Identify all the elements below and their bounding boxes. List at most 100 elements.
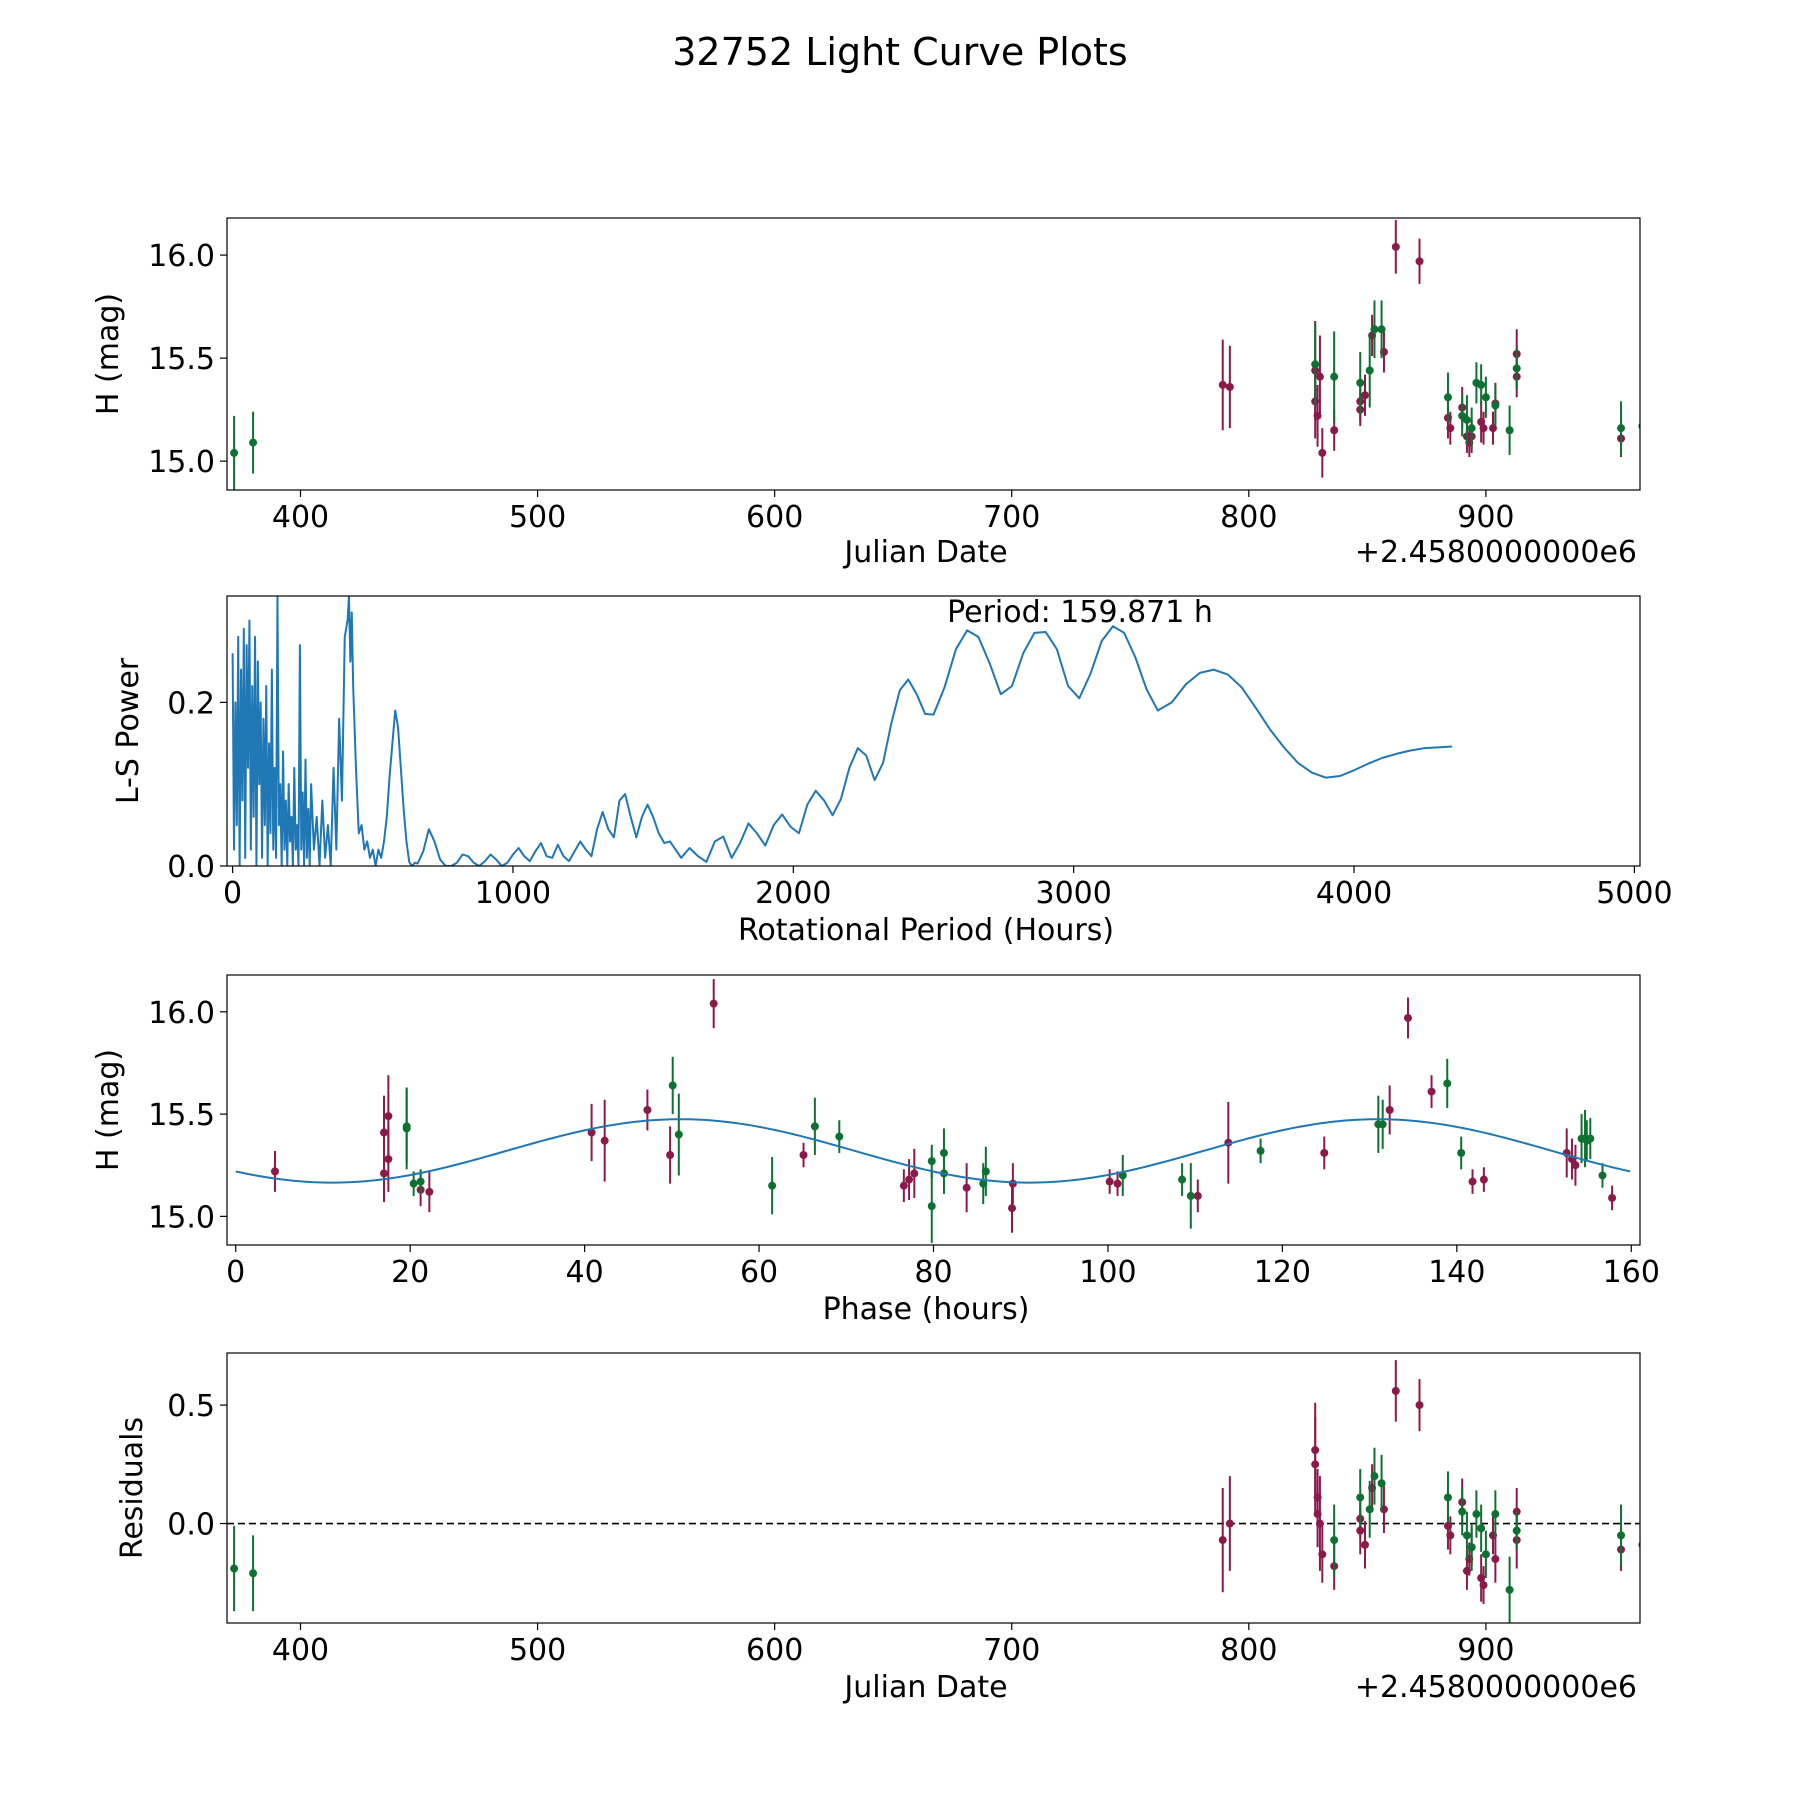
data-point: [810, 1122, 819, 1131]
data-point: [1617, 424, 1626, 433]
data-point: [1330, 372, 1339, 381]
y-axis-label: Residuals: [115, 1417, 150, 1559]
data-point: [643, 1106, 652, 1114]
axes-frame: [226, 595, 1641, 867]
data-point: [1315, 1519, 1324, 1528]
data-point: [674, 1130, 683, 1139]
data-point: [1193, 1191, 1202, 1200]
data-point: [1315, 372, 1324, 381]
data-point: [587, 1128, 596, 1137]
x-tick-label: 20: [391, 1255, 429, 1290]
data-point: [1218, 1536, 1227, 1545]
data-point: [1225, 382, 1234, 391]
data-point: [1415, 1401, 1424, 1410]
y-tick-label: 15.0: [148, 445, 215, 480]
series-band-b: [230, 300, 1640, 490]
data-point: [402, 1122, 411, 1131]
y-tick-label: 15.5: [148, 1098, 215, 1133]
data-point: [1586, 1134, 1595, 1143]
y-tick-label: 15.0: [148, 1200, 215, 1235]
x-tick-label: 160: [1603, 1255, 1660, 1290]
data-point: [899, 1181, 908, 1190]
data-point: [1330, 426, 1339, 435]
data-point: [1391, 242, 1400, 251]
x-tick-label: 1000: [475, 876, 551, 911]
data-point: [1608, 1193, 1617, 1202]
axes-frame: [226, 217, 1641, 491]
data-point: [270, 1167, 279, 1176]
data-point: [1457, 1148, 1466, 1157]
data-point: [384, 1155, 393, 1164]
data-point: [1446, 424, 1455, 433]
series-band-a: [270, 979, 1617, 1233]
data-point: [1365, 366, 1374, 375]
y-tick-label: 0.2: [167, 686, 215, 721]
data-point: [1512, 1526, 1521, 1535]
x-tick-label: 600: [746, 500, 803, 535]
x-tick-label: 900: [1457, 500, 1514, 535]
x-tick-label: 0: [223, 876, 242, 911]
data-point: [1105, 1177, 1114, 1186]
y-axis-label: L-S Power: [111, 657, 146, 804]
plot-area: [227, 1360, 1640, 1623]
x-tick-label: 5000: [1596, 876, 1672, 911]
data-point: [1320, 1148, 1329, 1157]
data-point: [1505, 426, 1514, 435]
data-point: [1391, 1386, 1400, 1395]
data-point: [1218, 380, 1227, 389]
x-tick-label: 3000: [1035, 876, 1111, 911]
data-point: [380, 1128, 388, 1137]
data-point: [1378, 1120, 1387, 1129]
data-point: [1330, 1536, 1339, 1545]
y-tick-label: 16.0: [148, 239, 215, 274]
x-axis-label: Rotational Period (Hours): [738, 913, 1114, 948]
x-tick-label: 500: [509, 1633, 566, 1668]
x-tick-label: 700: [983, 500, 1040, 535]
data-point: [1318, 448, 1327, 457]
data-point: [1479, 424, 1488, 433]
periodogram-line: [231, 596, 1453, 866]
data-point: [1571, 1161, 1580, 1170]
x-tick-label: 800: [1220, 1633, 1277, 1668]
data-point: [600, 1136, 609, 1145]
plot-area: [235, 979, 1631, 1243]
data-point: [230, 1564, 239, 1573]
data-point: [249, 438, 258, 447]
x-tick-label: 700: [983, 1633, 1040, 1668]
data-point: [1008, 1204, 1016, 1213]
y-axis-label: H (mag): [91, 293, 126, 415]
data-point: [1377, 325, 1386, 334]
x-axis-label: Julian Date: [842, 535, 1007, 570]
data-point: [1356, 1493, 1365, 1502]
series-band-a: [1218, 1360, 1626, 1605]
data-point: [1370, 1472, 1379, 1481]
phase-folded-panel: 0 20 40 60 80 100 120 140 160 15.0 15.5 16.0 Phase (…: [91, 974, 1660, 1327]
data-point: [1311, 360, 1320, 369]
x-tick-label: 600: [746, 1633, 803, 1668]
y-tick-label: 15.5: [148, 342, 215, 377]
plot-area: [230, 220, 1640, 490]
data-point: [1385, 1106, 1394, 1114]
x-offset-label: +2.4580000000e6: [1355, 535, 1637, 570]
sinusoid-fit-line: [235, 1118, 1631, 1184]
x-tick-label: 400: [272, 1633, 329, 1668]
data-point: [1118, 1171, 1127, 1180]
data-point: [927, 1157, 936, 1166]
data-point: [230, 448, 239, 457]
data-point: [1415, 257, 1424, 266]
x-offset-label: +2.4580000000e6: [1355, 1670, 1637, 1705]
data-point: [939, 1148, 948, 1157]
data-point: [1491, 1555, 1500, 1564]
x-tick-label: 40: [566, 1255, 604, 1290]
axes-frame: [226, 1352, 1641, 1624]
data-point: [1446, 1531, 1455, 1540]
data-point: [1360, 391, 1369, 400]
data-point: [962, 1183, 971, 1192]
data-point: [1617, 1531, 1626, 1540]
data-point: [1403, 1013, 1412, 1022]
data-point: [1468, 1177, 1477, 1186]
data-point: [1443, 1493, 1452, 1502]
data-point: [425, 1187, 434, 1196]
data-point: [1356, 378, 1365, 387]
data-point: [1427, 1087, 1436, 1096]
